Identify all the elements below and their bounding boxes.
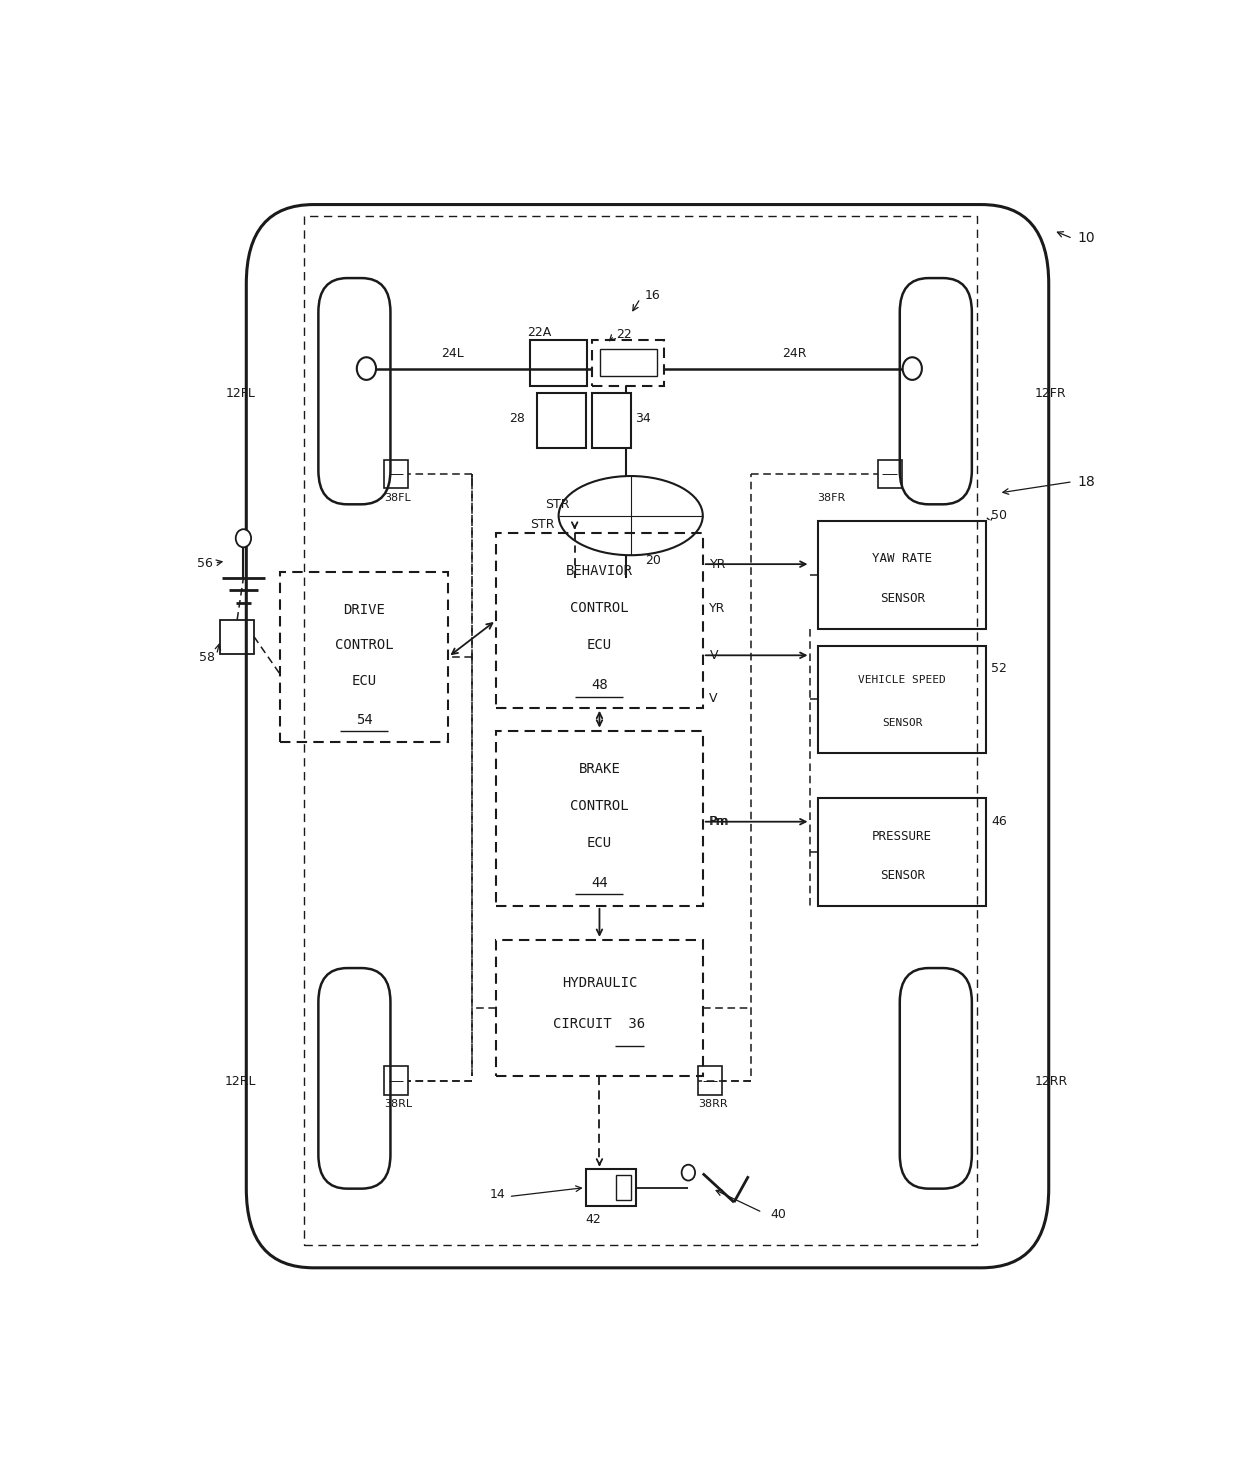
Bar — [496, 730, 703, 906]
Text: 22A: 22A — [527, 326, 552, 339]
Text: CONTROL: CONTROL — [335, 638, 393, 652]
Text: 34: 34 — [635, 411, 651, 425]
Text: VEHICLE SPEED: VEHICLE SPEED — [858, 676, 946, 685]
Text: STR: STR — [529, 519, 554, 532]
Text: 38FR: 38FR — [817, 492, 844, 502]
Text: CONTROL: CONTROL — [570, 799, 629, 812]
Bar — [818, 521, 986, 629]
Text: 24R: 24R — [781, 347, 806, 360]
Text: 40: 40 — [770, 1208, 786, 1221]
Bar — [818, 799, 986, 906]
Bar — [878, 460, 901, 489]
Circle shape — [682, 1165, 696, 1181]
Text: BEHAVIOR: BEHAVIOR — [565, 564, 632, 579]
Text: 38RR: 38RR — [698, 1099, 728, 1109]
Bar — [496, 940, 703, 1075]
Text: ECU: ECU — [587, 836, 613, 849]
Text: SENSOR: SENSOR — [879, 592, 925, 605]
Text: SENSOR: SENSOR — [879, 870, 925, 883]
Text: 20: 20 — [645, 554, 661, 567]
Text: STR: STR — [546, 498, 570, 511]
Circle shape — [357, 357, 376, 380]
Bar — [600, 350, 657, 376]
Text: YAW RATE: YAW RATE — [872, 552, 932, 566]
Text: Pm: Pm — [708, 814, 728, 827]
Text: 10: 10 — [1078, 232, 1095, 245]
Text: V: V — [709, 649, 718, 663]
Text: 46: 46 — [991, 814, 1007, 827]
Text: 48: 48 — [591, 679, 608, 692]
Text: 52: 52 — [991, 663, 1007, 674]
Circle shape — [236, 529, 250, 548]
Text: ECU: ECU — [587, 638, 613, 652]
Bar — [383, 1066, 408, 1094]
Text: DRIVE: DRIVE — [343, 602, 384, 617]
Bar — [585, 1169, 635, 1206]
Text: 28: 28 — [510, 411, 525, 425]
Bar — [818, 646, 986, 754]
Text: 38RL: 38RL — [383, 1099, 412, 1109]
Bar — [698, 1066, 722, 1094]
Text: BRAKE: BRAKE — [579, 762, 620, 776]
Text: CONTROL: CONTROL — [570, 601, 629, 616]
Bar — [280, 573, 448, 742]
Text: 16: 16 — [645, 288, 661, 301]
Text: YR: YR — [708, 602, 725, 616]
Bar — [529, 341, 588, 385]
Text: 12RR: 12RR — [1034, 1075, 1068, 1087]
Text: 58: 58 — [198, 651, 215, 664]
Text: PRESSURE: PRESSURE — [872, 830, 932, 843]
Text: 42: 42 — [585, 1213, 601, 1225]
Text: SENSOR: SENSOR — [882, 718, 923, 729]
Text: 24L: 24L — [441, 347, 464, 360]
Text: 12RL: 12RL — [224, 1075, 255, 1087]
Text: YR: YR — [709, 558, 725, 570]
Bar — [304, 216, 977, 1246]
Text: 18: 18 — [1078, 474, 1095, 489]
Text: 44: 44 — [591, 876, 608, 890]
Text: 14: 14 — [490, 1188, 506, 1200]
Bar — [221, 620, 254, 654]
Text: 56: 56 — [197, 557, 213, 570]
Text: ECU: ECU — [351, 674, 377, 687]
Text: CIRCUIT  36: CIRCUIT 36 — [553, 1017, 646, 1031]
Text: 22: 22 — [616, 328, 632, 341]
Bar — [383, 460, 408, 489]
Bar — [593, 341, 665, 385]
Text: 38FL: 38FL — [383, 492, 410, 502]
Text: HYDRAULIC: HYDRAULIC — [562, 977, 637, 990]
Bar — [615, 1175, 630, 1200]
Circle shape — [903, 357, 921, 380]
Text: 50: 50 — [991, 510, 1007, 521]
Bar — [593, 394, 631, 448]
Text: 12FR: 12FR — [1034, 386, 1066, 400]
Bar — [537, 394, 585, 448]
Text: V: V — [708, 692, 717, 705]
Text: 54: 54 — [356, 712, 372, 727]
Text: 12FL: 12FL — [226, 386, 255, 400]
Text: Pm: Pm — [709, 815, 729, 829]
Bar — [496, 533, 703, 708]
